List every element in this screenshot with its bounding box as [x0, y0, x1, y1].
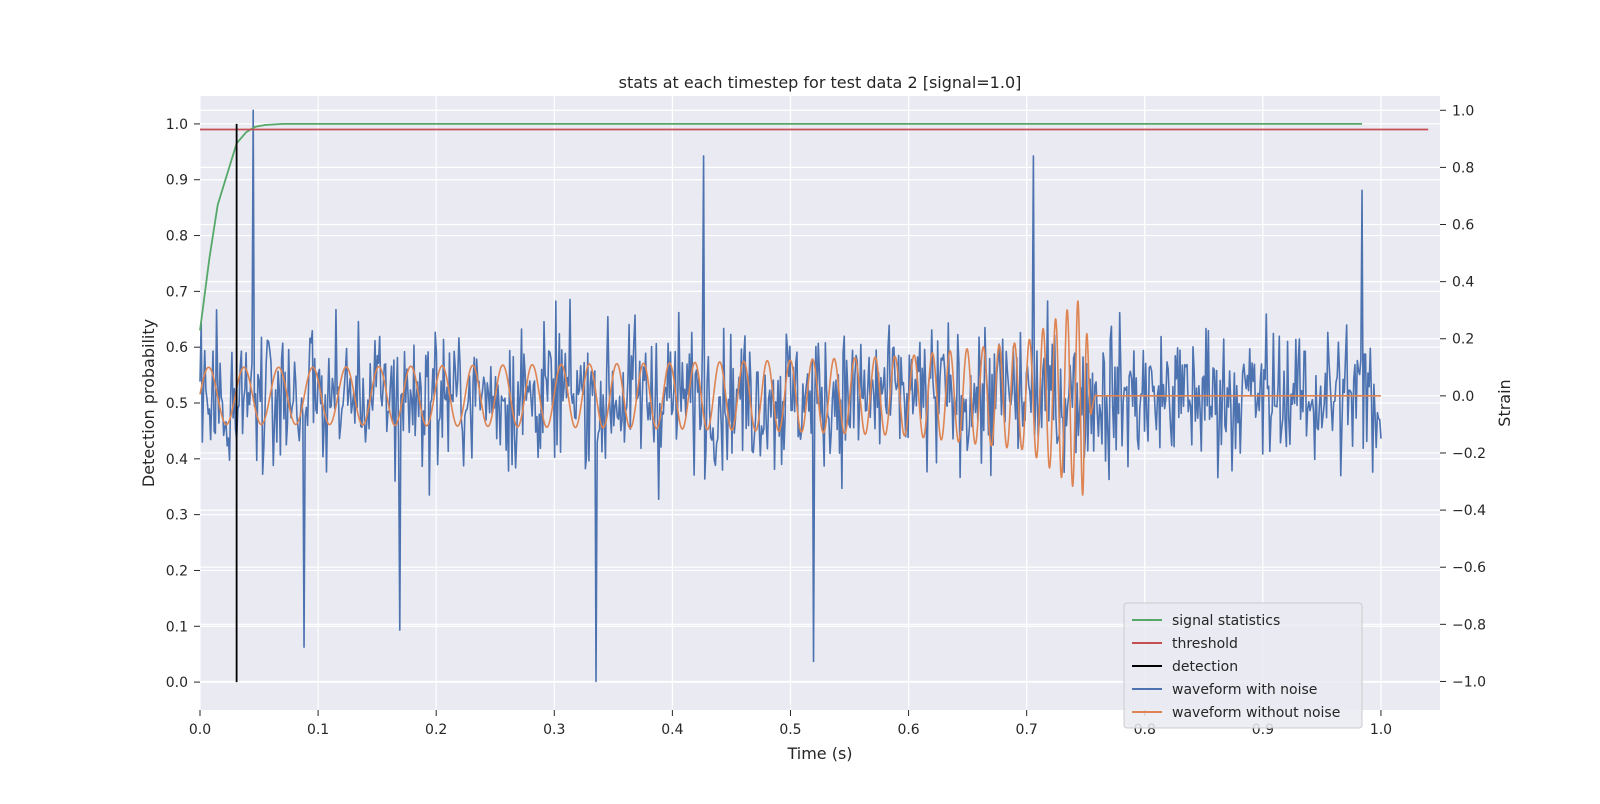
y-tick-label-left: 0.9	[166, 173, 188, 189]
legend-label: signal statistics	[1172, 613, 1280, 629]
y-tick-label-left: 0.5	[166, 396, 188, 412]
x-tick-label: 0.2	[425, 722, 447, 738]
y-tick-label-left: 0.6	[166, 340, 188, 356]
series-layer	[199, 109, 1429, 683]
x-tick-label: 0.4	[661, 722, 683, 738]
y-tick-label-right: −0.6	[1452, 560, 1486, 576]
x-tick-label: 0.7	[1016, 722, 1038, 738]
series-line-signal-statistics	[199, 123, 1363, 331]
legend-label: detection	[1172, 659, 1238, 675]
y-tick-label-left: 0.0	[166, 675, 188, 691]
x-tick-label: 0.0	[189, 722, 211, 738]
x-tick-label: 0.1	[307, 722, 329, 738]
y-tick-label-left: 1.0	[166, 117, 188, 133]
y-tick-label-left: 0.1	[166, 619, 188, 635]
y-tick-label-right: −0.2	[1452, 446, 1486, 462]
x-axis-label: Time (s)	[786, 744, 852, 763]
y-axis-label-left: Detection probability	[139, 319, 158, 487]
y-tick-label-right: −0.4	[1452, 503, 1486, 519]
legend: signal statistics threshold detection wavef…	[1123, 602, 1363, 729]
y-tick-label-left: 0.7	[166, 284, 188, 300]
legend-label: waveform with noise	[1172, 682, 1317, 698]
x-tick-label: 0.6	[897, 722, 919, 738]
y-tick-label-right: 0.6	[1452, 218, 1474, 234]
y-tick-label-left: 0.2	[166, 563, 188, 579]
y-tick-label-left: 0.4	[166, 452, 188, 468]
y-tick-label-right: −0.8	[1452, 617, 1486, 633]
y-tick-label-right: 0.0	[1452, 389, 1474, 405]
y-tick-label-right: 1.0	[1452, 103, 1474, 119]
legend-label: waveform without noise	[1172, 705, 1340, 721]
chart-title: stats at each timestep for test data 2 […	[619, 73, 1022, 92]
x-tick-label: 0.3	[543, 722, 565, 738]
series-line-waveform-with-noise	[199, 109, 1382, 683]
y-tick-label-right: 0.8	[1452, 160, 1474, 176]
legend-label: threshold	[1172, 636, 1238, 652]
x-tick-label: 0.5	[779, 722, 801, 738]
y-tick-label-right: −1.0	[1452, 674, 1486, 690]
legend-box	[1123, 602, 1363, 729]
axes: 0.0 0.1 0.2 0.3 0.4 0.5 0.6 0.7 0.8 0.9 1.0 0.0 0.1 0…	[166, 103, 1486, 738]
y-axis-label-right: Strain	[1495, 379, 1514, 426]
series-line-waveform-without-noise	[199, 300, 1382, 496]
y-tick-label-left: 0.8	[166, 229, 188, 245]
x-tick-label: 1.0	[1370, 722, 1392, 738]
y-tick-label-left: 0.3	[166, 508, 188, 524]
y-tick-label-right: 0.2	[1452, 332, 1474, 348]
y-tick-label-right: 0.4	[1452, 275, 1474, 291]
